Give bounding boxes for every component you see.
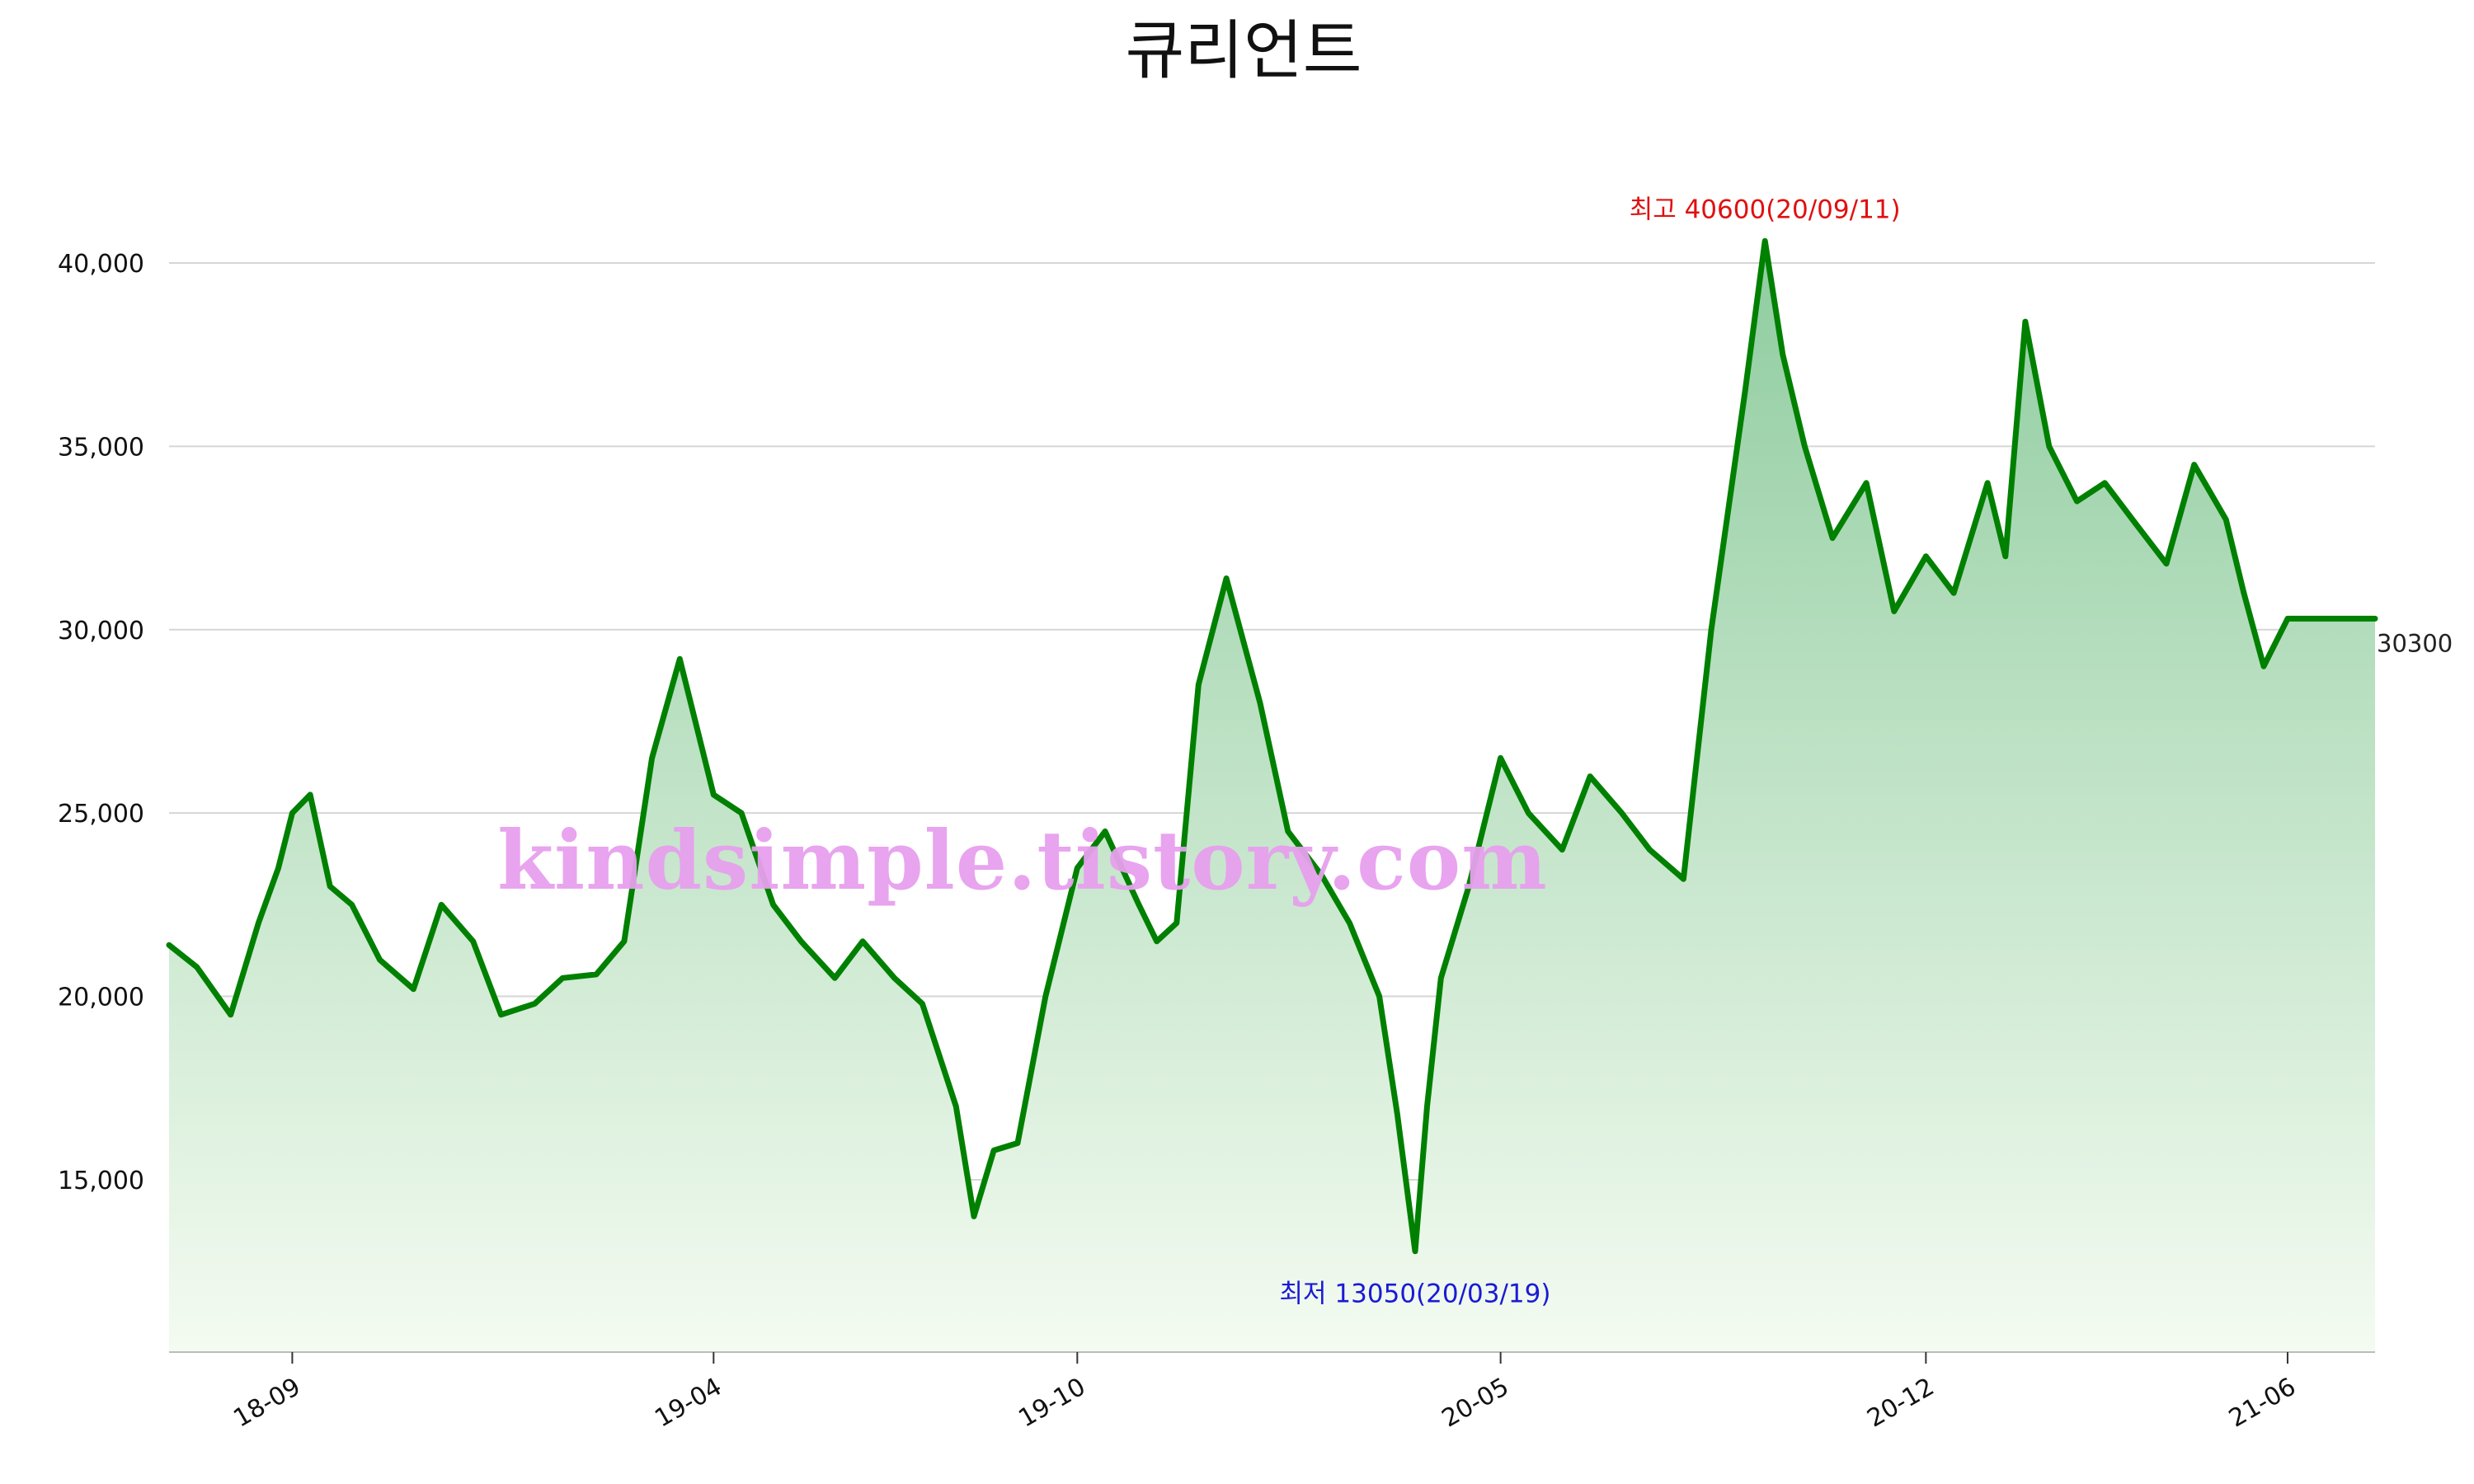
y-tick-label: 15,000 (58, 1167, 144, 1195)
y-tick-label: 20,000 (58, 984, 144, 1012)
area-fill (169, 241, 2375, 1352)
min-annotation: 최저 13050(20/03/19) (1280, 1280, 1551, 1309)
x-tick-label: 18-09 (228, 1373, 305, 1434)
y-tick-label: 25,000 (58, 800, 144, 829)
last-value-label: 30300 (2377, 629, 2453, 657)
x-tick-label: 20-12 (1862, 1373, 1939, 1434)
y-tick-label: 35,000 (58, 433, 144, 462)
x-axis: 18-09 19-04 19-10 20-05 20-12 21-06 (228, 1352, 2301, 1434)
y-tick-label: 40,000 (58, 250, 144, 279)
y-axis: 15,000 20,000 25,000 30,000 35,000 40,000 (58, 250, 144, 1195)
x-tick-label: 19-10 (1014, 1373, 1090, 1434)
chart-title: 큐리언트 (1125, 14, 1362, 88)
watermark-text: kindsimple.tistory.com (497, 814, 1548, 909)
x-tick-label: 19-04 (650, 1373, 727, 1434)
max-annotation: 최고 40600(20/09/11) (1630, 195, 1901, 224)
x-tick-label: 21-06 (2224, 1373, 2301, 1434)
y-tick-label: 30,000 (58, 617, 144, 646)
x-tick-label: 20-05 (1437, 1373, 1514, 1434)
price-line (166, 237, 2378, 1255)
